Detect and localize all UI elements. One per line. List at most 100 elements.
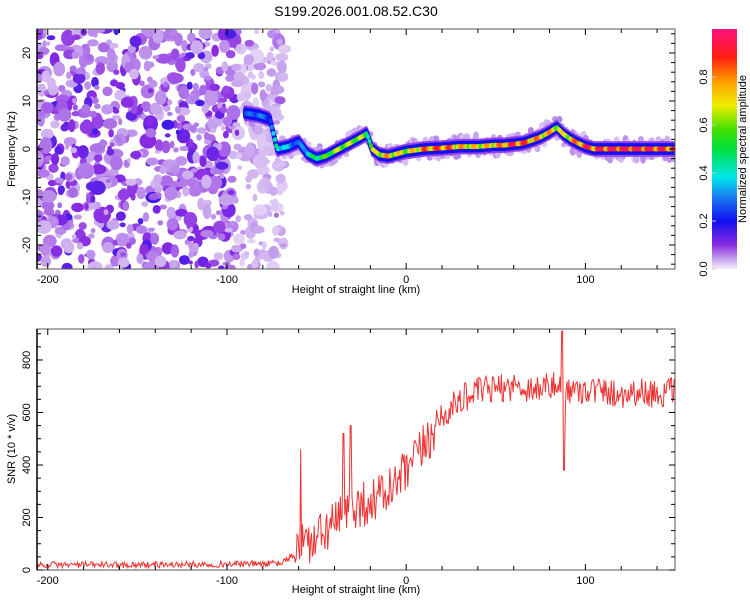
noise-blob [153, 174, 162, 185]
noise-blob [131, 150, 141, 156]
snr-line [37, 330, 675, 570]
noise-blob [149, 102, 161, 115]
noise-blob [244, 252, 249, 256]
noise-blob [164, 133, 171, 138]
noise-blob [96, 201, 101, 210]
colorbar-tick-label: 0.0 [698, 261, 710, 276]
noise-blob [237, 152, 242, 159]
noise-blob [204, 263, 212, 269]
noise-blob [72, 104, 78, 111]
noise-blob [65, 142, 69, 150]
noise-blob [188, 260, 193, 265]
noise-blob [262, 145, 279, 157]
noise-blob [41, 102, 54, 114]
noise-blob [37, 83, 47, 97]
noise-blob [89, 180, 106, 195]
noise-blob [57, 185, 65, 194]
noise-blob [198, 29, 213, 40]
noise-blob [219, 39, 230, 53]
noise-blob [190, 40, 204, 55]
noise-blob [188, 251, 194, 258]
ridge-haze [266, 104, 273, 113]
noise-blob [234, 129, 240, 136]
colorbar-tick-label: 0.2 [698, 213, 710, 228]
noise-blob [170, 164, 181, 175]
noise-blob [128, 237, 136, 245]
noise-blob [181, 40, 189, 52]
ridge-cell [272, 137, 277, 143]
noise-blob [203, 139, 212, 145]
noise-blob [71, 51, 80, 59]
noise-blob [91, 265, 97, 269]
noise-blob [200, 229, 214, 238]
noise-blob [215, 161, 229, 170]
noise-blob [222, 130, 229, 139]
noise-blob [209, 83, 221, 92]
noise-blob [85, 249, 96, 260]
noise-blob [94, 85, 100, 90]
noise-blob [116, 233, 130, 247]
noise-blob [178, 85, 190, 100]
y-tick-label: 200 [21, 508, 33, 526]
noise-blob [240, 229, 246, 235]
noise-blob [173, 147, 179, 153]
noise-blob [244, 92, 252, 99]
noise-blob [265, 84, 273, 92]
noise-blob [87, 39, 99, 47]
noise-blob [258, 71, 265, 80]
noise-blob [197, 197, 205, 211]
noise-blob [127, 158, 131, 164]
noise-blob [81, 104, 91, 113]
spectrogram-y-axis-label: Frequency (Hz) [6, 111, 18, 187]
noise-blob [75, 68, 84, 75]
noise-blob [46, 41, 51, 46]
noise-blob [46, 77, 56, 90]
noise-blob [203, 131, 210, 141]
noise-blob [252, 97, 260, 109]
noise-blob [169, 140, 175, 149]
noise-blob [70, 147, 77, 154]
noise-blob [141, 201, 149, 208]
noise-blob [63, 241, 75, 254]
noise-blob [76, 242, 84, 250]
noise-blob [226, 264, 236, 269]
noise-blob [277, 60, 287, 74]
noise-blob [217, 233, 226, 241]
noise-blob [141, 29, 157, 37]
noise-blob [130, 192, 136, 201]
noise-blob [48, 163, 59, 173]
noise-blob [221, 124, 225, 131]
noise-blob [193, 63, 205, 73]
noise-blob [68, 119, 76, 133]
ridge-haze [472, 131, 479, 141]
noise-blob [176, 115, 186, 123]
noise-blob [270, 85, 285, 95]
noise-blob [37, 29, 44, 41]
noise-blob [102, 242, 114, 253]
noise-blob [50, 245, 63, 257]
noise-blob [217, 142, 222, 151]
noise-blob [253, 153, 268, 169]
noise-blob [203, 67, 209, 72]
noise-blob [247, 238, 256, 244]
noise-blob [136, 186, 146, 200]
snr-background [37, 329, 675, 570]
noise-blob [106, 219, 120, 230]
noise-blob [188, 143, 194, 148]
noise-blob [115, 136, 123, 144]
noise-blob [185, 52, 195, 59]
noise-blob [207, 118, 217, 130]
noise-blob [89, 110, 97, 118]
noise-blob [107, 48, 116, 63]
x-tick-label: 0 [403, 274, 409, 286]
noise-blob [253, 62, 267, 71]
noise-blob [97, 42, 111, 53]
noise-blob [71, 234, 77, 240]
noise-blob [193, 122, 199, 127]
snr-y-ticks: 0 200 400 600 800 [21, 333, 675, 573]
noise-blob [211, 44, 219, 57]
noise-blob [194, 260, 199, 269]
noise-blob [88, 233, 95, 239]
noise-blob [271, 198, 279, 211]
ridge-haze [607, 155, 614, 164]
